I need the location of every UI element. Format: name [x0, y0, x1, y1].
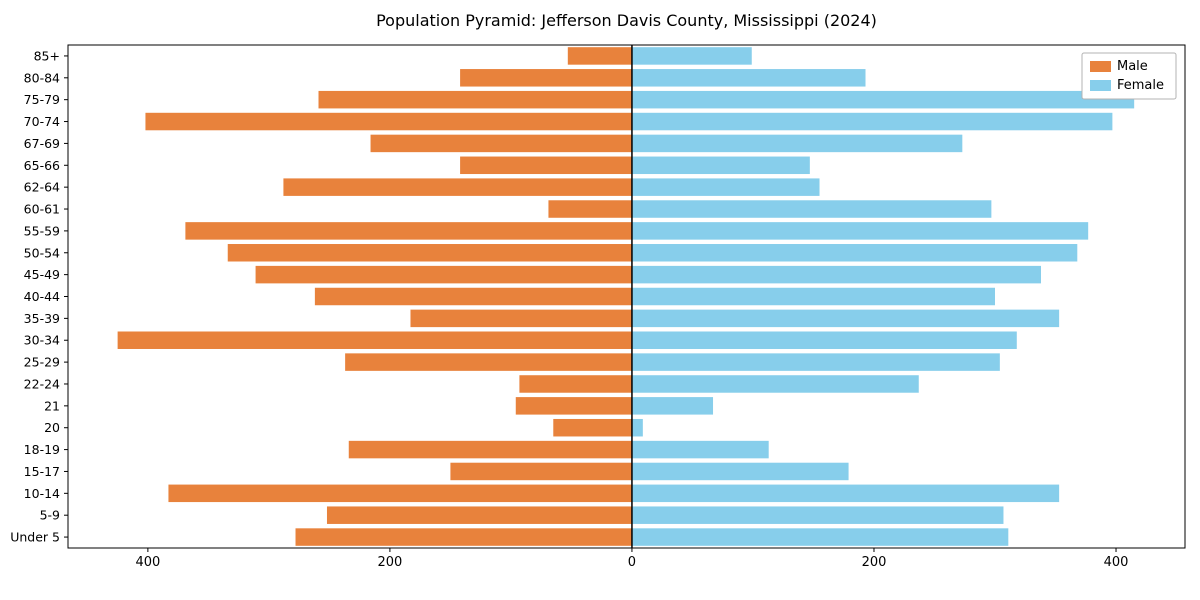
bar-male-Under 5 — [295, 528, 632, 546]
legend-male-label: Male — [1117, 59, 1148, 74]
bar-female-62-64 — [631, 178, 820, 196]
x-tick-label: 200 — [377, 555, 402, 570]
x-tick-label: 200 — [862, 555, 887, 570]
bar-male-80-84 — [460, 69, 632, 87]
y-tick-label-18-19: 18-19 — [24, 442, 60, 457]
bar-male-85+ — [567, 47, 632, 65]
y-tick-label-67-69: 67-69 — [24, 136, 60, 151]
legend-female-swatch — [1090, 80, 1111, 91]
y-tick-label-30-34: 30-34 — [24, 333, 60, 348]
legend-female-label: Female — [1117, 78, 1164, 93]
bar-female-70-74 — [631, 112, 1113, 131]
y-tick-label-85+: 85+ — [34, 48, 60, 63]
y-tick-label-25-29: 25-29 — [24, 355, 60, 370]
bar-female-85+ — [631, 47, 752, 65]
bar-female-35-39 — [631, 309, 1060, 328]
bar-male-70-74 — [145, 112, 632, 131]
bar-female-55-59 — [631, 222, 1089, 240]
bar-male-20 — [553, 418, 632, 437]
bar-male-55-59 — [185, 222, 632, 240]
x-tick-label: 0 — [628, 555, 636, 570]
bar-male-35-39 — [410, 309, 632, 328]
y-tick-label-60-61: 60-61 — [24, 202, 60, 217]
y-tick-label-35-39: 35-39 — [24, 311, 60, 326]
y-tick-label-40-44: 40-44 — [24, 289, 60, 304]
y-tick-label-70-74: 70-74 — [24, 114, 60, 129]
bar-female-25-29 — [631, 353, 1000, 371]
y-tick-label-80-84: 80-84 — [24, 70, 60, 85]
bar-female-10-14 — [631, 484, 1060, 503]
bar-male-15-17 — [450, 462, 632, 481]
y-tick-label-55-59: 55-59 — [24, 223, 60, 238]
bar-female-15-17 — [631, 462, 849, 481]
bar-male-50-54 — [227, 244, 632, 262]
bar-male-5-9 — [326, 506, 632, 524]
bar-female-65-66 — [631, 156, 810, 175]
y-tick-label-65-66: 65-66 — [24, 158, 60, 173]
bar-female-50-54 — [631, 244, 1078, 262]
bar-female-45-49 — [631, 265, 1041, 284]
y-tick-label-22-24: 22-24 — [24, 376, 60, 391]
bar-female-20 — [631, 418, 643, 437]
y-tick-label-10-14: 10-14 — [24, 486, 60, 501]
bar-male-22-24 — [519, 375, 632, 393]
bar-female-67-69 — [631, 134, 963, 153]
bar-male-25-29 — [345, 353, 632, 371]
bar-female-80-84 — [631, 69, 866, 87]
y-tick-label-50-54: 50-54 — [24, 245, 60, 260]
legend-male-swatch — [1090, 61, 1111, 72]
bar-female-Under 5 — [631, 528, 1009, 546]
bar-male-67-69 — [370, 134, 632, 153]
y-tick-label-75-79: 75-79 — [24, 92, 60, 107]
bar-male-65-66 — [460, 156, 632, 175]
bar-male-45-49 — [255, 265, 632, 284]
bar-male-75-79 — [318, 90, 632, 109]
y-tick-label-Under 5: Under 5 — [10, 530, 60, 545]
bar-female-75-79 — [631, 90, 1135, 109]
bar-female-21 — [631, 397, 714, 415]
x-tick-label: 400 — [135, 555, 160, 570]
y-tick-label-62-64: 62-64 — [24, 180, 60, 195]
bar-female-5-9 — [631, 506, 1004, 524]
bar-female-22-24 — [631, 375, 919, 393]
y-tick-label-21: 21 — [44, 398, 60, 413]
bar-male-18-19 — [348, 440, 632, 459]
chart-title: Population Pyramid: Jefferson Davis Coun… — [376, 11, 877, 30]
bar-female-40-44 — [631, 287, 996, 306]
bar-male-30-34 — [117, 331, 632, 349]
bar-male-40-44 — [314, 287, 632, 306]
bar-female-60-61 — [631, 200, 992, 218]
bar-male-60-61 — [548, 200, 632, 218]
y-tick-label-45-49: 45-49 — [24, 267, 60, 282]
y-tick-label-15-17: 15-17 — [24, 464, 60, 479]
y-tick-label-5-9: 5-9 — [40, 508, 60, 523]
y-tick-label-20: 20 — [44, 420, 60, 435]
bar-female-18-19 — [631, 440, 769, 459]
bar-male-10-14 — [168, 484, 632, 503]
bar-female-30-34 — [631, 331, 1017, 349]
bar-male-21 — [515, 397, 632, 415]
bar-male-62-64 — [283, 178, 632, 196]
x-tick-label: 400 — [1104, 555, 1129, 570]
